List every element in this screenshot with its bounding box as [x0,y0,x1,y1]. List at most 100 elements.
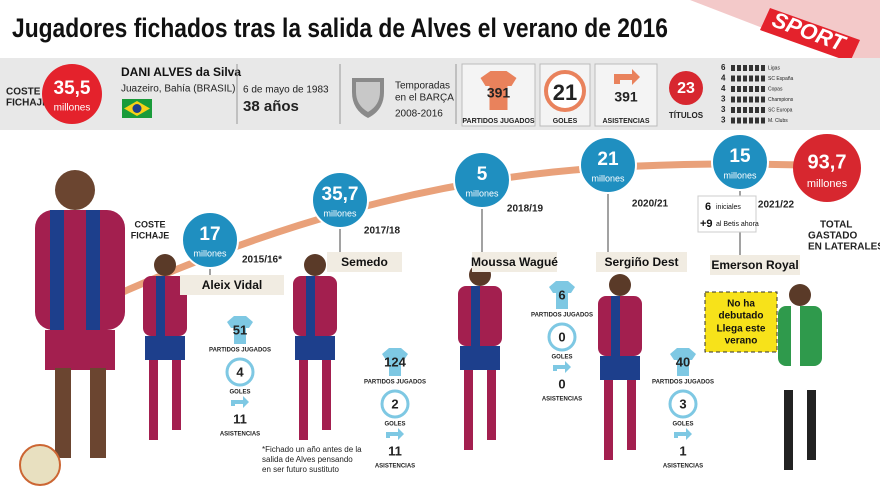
trophy-icon [743,96,747,103]
total-label: GASTADO [808,231,857,242]
fee-detail-box [697,195,757,233]
trophy-icon [755,75,759,82]
trophy-icon [755,117,759,124]
trophy-icon [737,107,741,113]
brazil-flag [122,99,152,118]
trophy-icon [761,117,765,124]
stat-label: PARTIDOS JUGADOS [531,313,593,319]
name-banner [472,252,557,272]
trophy-icon [737,86,741,92]
player-leg [627,380,636,450]
stat-label: PARTIDOS JUGADOS [364,380,426,386]
season: 2015/16* [242,255,282,266]
badge-text: No ha [727,299,755,310]
trophy-icon [749,65,753,71]
trophy-icon [761,96,765,103]
total-label: EN LATERALES [808,242,880,253]
trophy-icon [761,107,765,113]
trophy-icon [755,86,759,92]
trophy-icon [761,86,765,92]
stat-label: ASISTENCIAS [375,464,415,470]
title-name: M. Clubs [768,118,788,124]
trophy-icon [737,117,741,124]
stat-value: 23 [677,80,695,97]
assist-icon [386,428,404,440]
badge [704,291,778,353]
trophy-icon [737,65,741,71]
fee-value: 5 [477,164,488,185]
fee-label: FICHAJE [131,230,170,240]
trophy-icon [731,65,735,71]
vidal-note: salida de Alves pensando [262,455,353,464]
trophy-icon [755,96,759,103]
ball-icon [380,389,410,419]
trophy-icon [743,107,747,113]
stat-value: 3 [679,396,686,411]
title-name: SC Europa [768,107,793,113]
stat-label: PARTIDOS JUGADOS [209,348,271,354]
shirt-icon [670,348,696,376]
player-leg [604,380,613,460]
season: 2018/19 [507,204,544,215]
ball-icon [544,70,586,112]
player-leg [322,360,331,430]
fee-unit: millones [193,248,227,258]
player-name: Semedo [341,255,388,269]
stat-value: 124 [384,354,406,369]
stat-label: GOLES [672,422,693,428]
player-shorts [780,366,820,390]
stat-value: 2 [391,396,398,411]
trophy-icon [761,65,765,71]
shirt-icon [480,71,517,110]
total-label: TOTAL [820,220,852,231]
name-banner [710,255,800,275]
ball-icon [225,357,255,387]
title: Jugadores fichados tras la salida de Alv… [12,13,668,43]
player-name: Emerson Royal [711,258,798,272]
player-leg [487,370,496,440]
fee-circle [453,151,511,209]
stat-label: ASISTENCIAS [663,464,703,470]
player-shirt-stripe [471,286,480,346]
stat-label: GOLES [229,390,250,396]
badge-text: verano [725,336,758,347]
total-unit: millones [807,178,848,190]
season: 2021/22 [758,200,795,211]
title-name: Copas [768,86,783,92]
player-shirt-stripe [156,276,165,336]
ball-icon [668,389,698,419]
trophy-icon [755,107,759,113]
barca-crest [352,78,384,118]
cost-label: COSTE [6,87,41,98]
shirt-icon [227,316,253,344]
player-leg [299,360,308,440]
stat-label: ASISTENCIAS [602,118,649,125]
player-shorts [145,336,185,360]
player-head [789,284,811,306]
title-count: 4 [721,84,726,93]
stat-value: 51 [233,322,247,337]
stat-label: GOLES [551,355,572,361]
total-value: 93,7 [808,151,847,173]
title-name: Champions [768,97,794,103]
player-leg [464,370,473,450]
vidal-note: en ser futuro sustituto [262,465,339,474]
cost-label: FICHAJE [6,98,49,109]
trophy-icon [731,96,735,103]
player-shorts [295,336,335,360]
player-leg [149,360,158,440]
seasons: 2008-2016 [395,109,443,120]
player-leg [807,390,816,460]
fee-value: 35,7 [322,184,359,205]
cost-circle [42,64,102,124]
player-shorts [460,346,500,370]
shirt-icon [382,348,408,376]
title-count: 3 [721,116,726,125]
fee-unit: millones [723,170,757,180]
fee-circle [181,211,239,269]
fee-value: 15 [729,146,751,167]
stat-value: 391 [614,89,638,105]
badge-text: Llega este [717,324,766,335]
